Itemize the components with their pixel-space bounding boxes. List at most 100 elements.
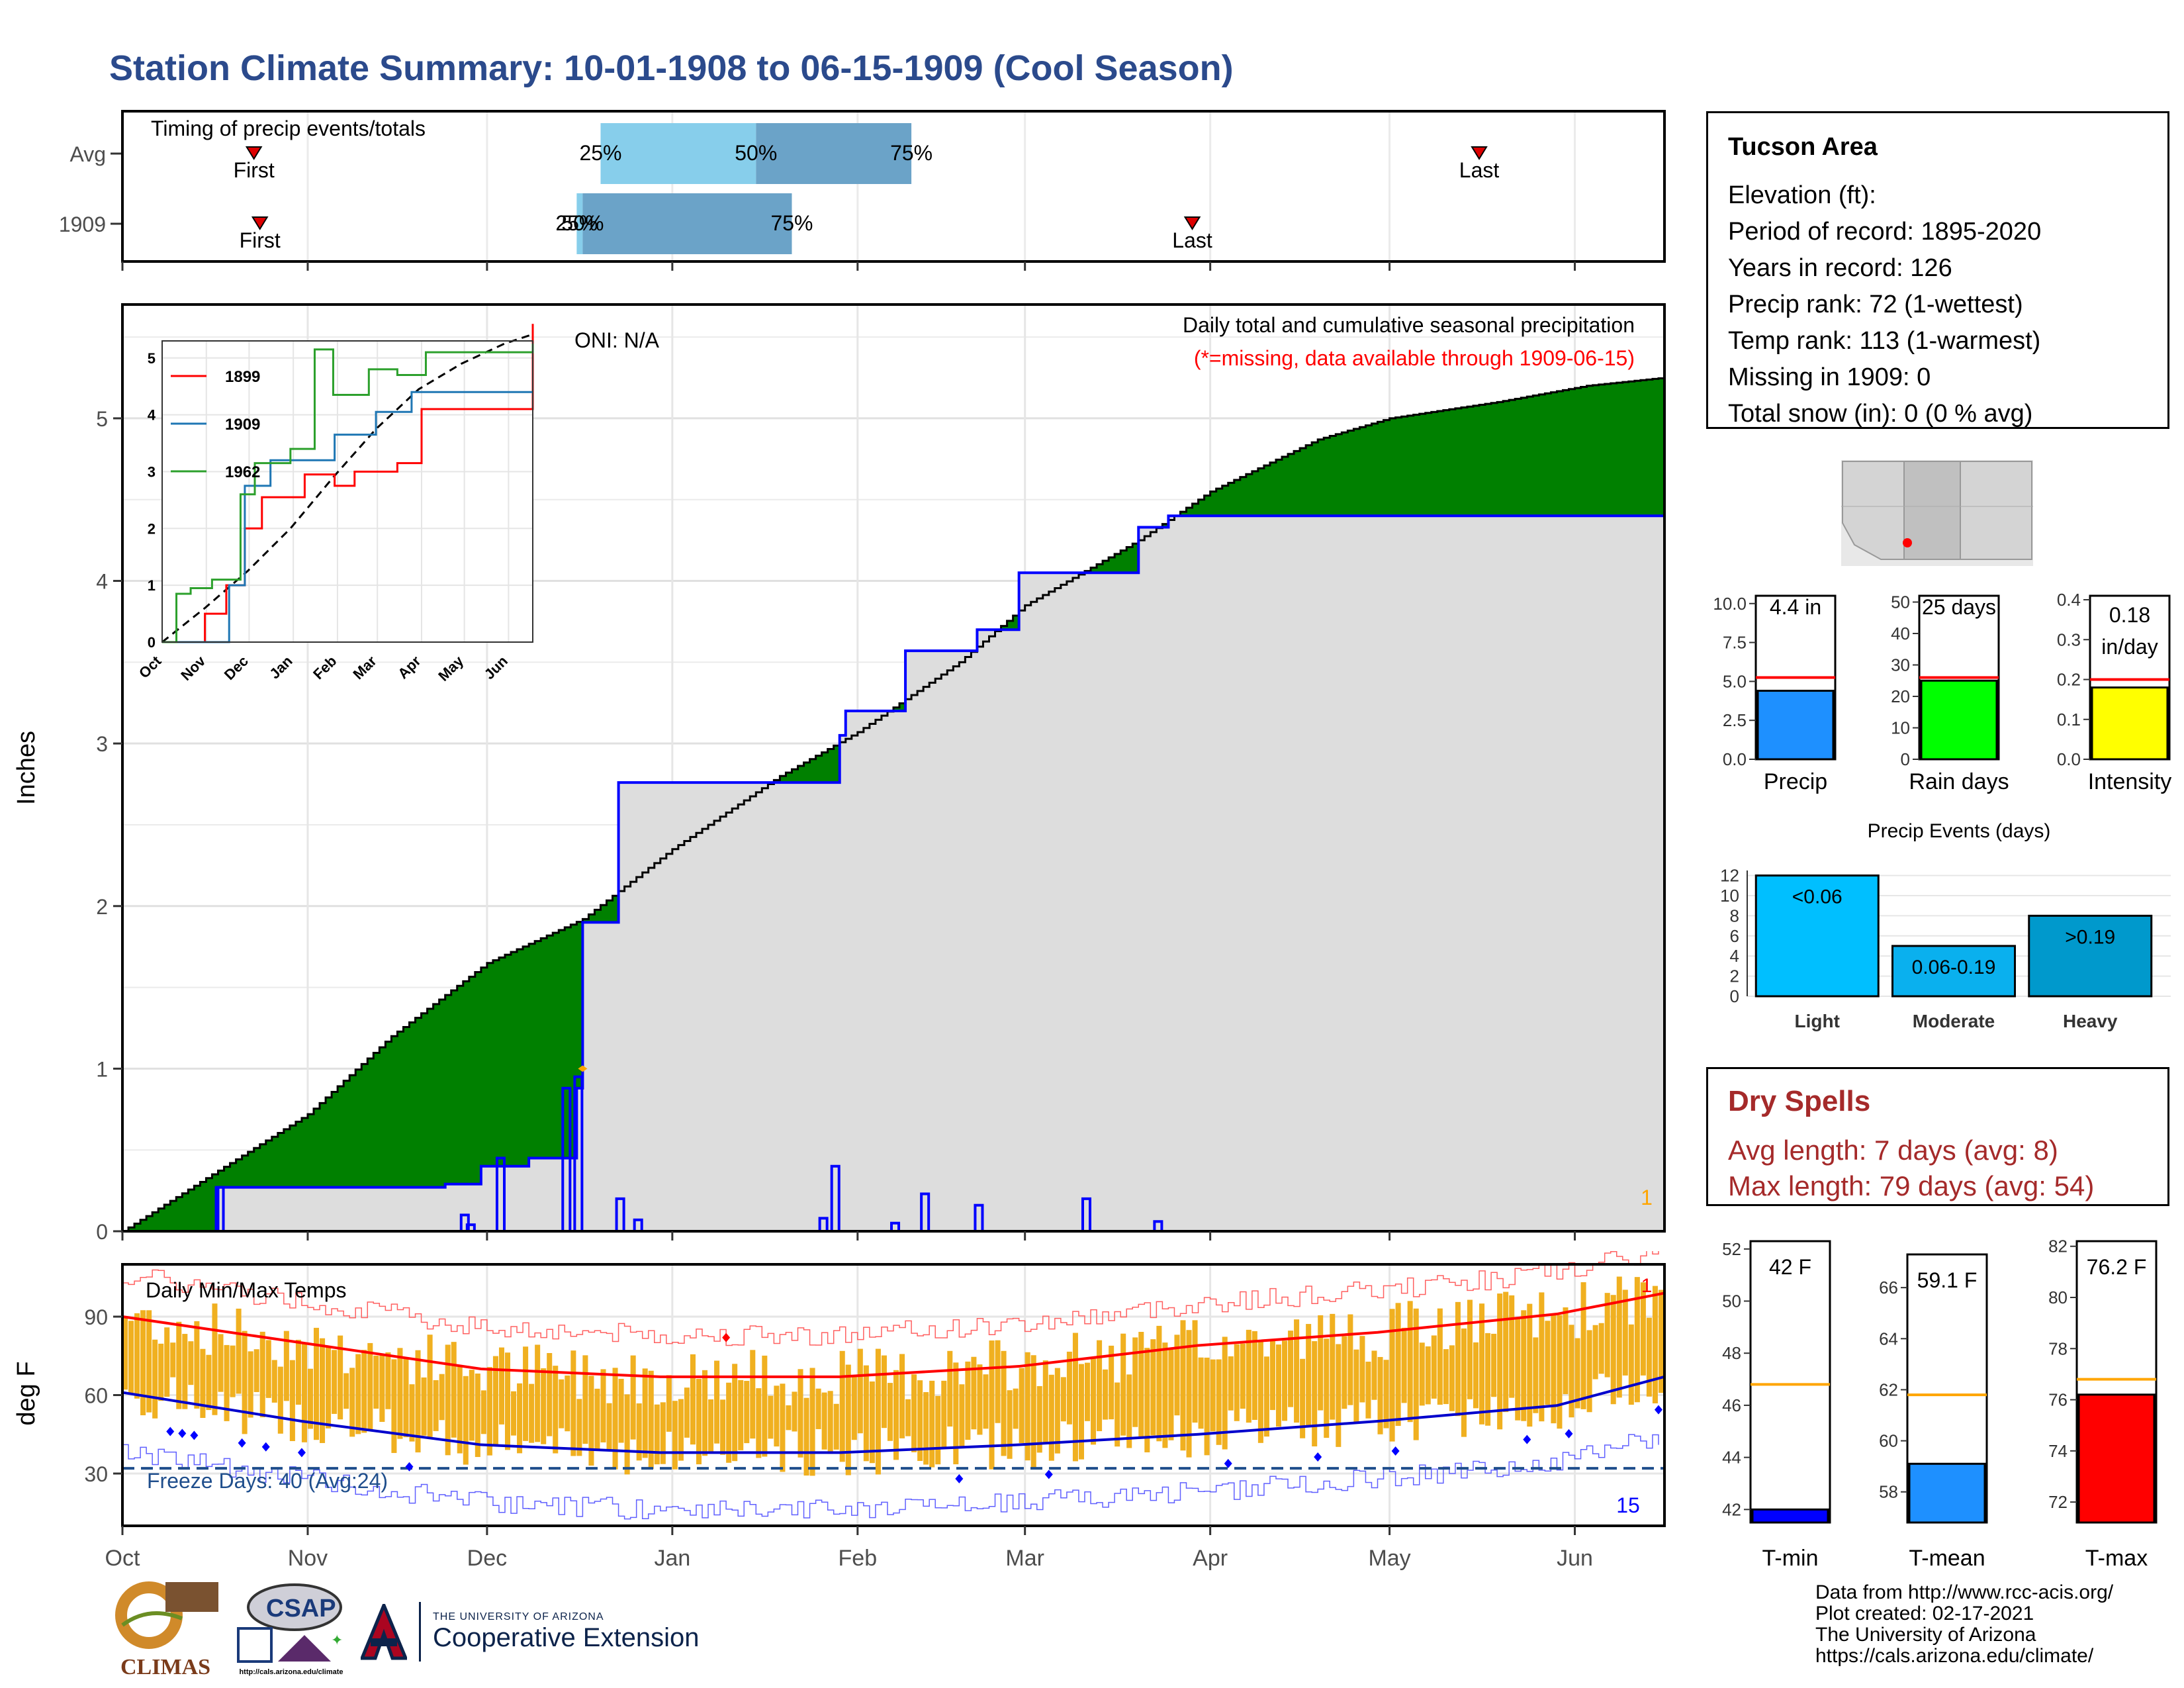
tbar-value-label: 76.2 F — [2087, 1255, 2147, 1279]
daily-temp-bar — [486, 1367, 492, 1456]
inset-y-tick-label: 3 — [148, 463, 156, 480]
daily-temp-bar — [547, 1353, 553, 1436]
tbar-frame — [1749, 1240, 1831, 1524]
mini-value-unit: in/day — [2101, 635, 2158, 659]
daily-temp-bar — [1359, 1336, 1365, 1403]
y-tick-label: 2 — [96, 895, 108, 919]
daily-temp-bar — [1574, 1338, 1580, 1409]
daily-temp-bar — [212, 1303, 218, 1415]
daily-temp-bar — [355, 1354, 361, 1434]
daily-temp-bar — [1312, 1341, 1318, 1447]
tbar-tick-label: 46 — [1722, 1395, 1741, 1415]
timing-title: Timing of precip events/totals — [151, 117, 426, 140]
daily-temp-bar — [504, 1352, 511, 1450]
daily-temp-bar — [576, 1399, 582, 1456]
observed-cumulative-line — [122, 514, 1664, 1233]
daily-temp-bar — [1109, 1345, 1115, 1420]
daily-temp-bar — [762, 1355, 768, 1457]
daily-temp-bar — [1013, 1388, 1019, 1429]
daily-temp-bar — [1622, 1289, 1628, 1376]
record-low-marker — [1224, 1458, 1232, 1468]
q2-bar — [582, 193, 792, 254]
daily-temp-bar — [236, 1308, 242, 1394]
daily-temp-bar — [905, 1399, 911, 1436]
record-low-marker — [297, 1448, 306, 1458]
daily-temp-bar — [714, 1360, 720, 1444]
oni-label: ONI: N/A — [574, 328, 660, 352]
mini-chart-label: Precip — [1764, 769, 1827, 794]
daily-temp-bar — [146, 1310, 152, 1413]
tbar-bar — [1908, 1462, 1986, 1524]
daily-temp-bar — [1371, 1350, 1377, 1400]
inset-series-line — [162, 344, 534, 643]
tbar-tick-label: 58 — [1879, 1482, 1898, 1502]
station-info-box: Tucson Area Elevation (ft): Period of re… — [1706, 111, 2169, 429]
daily-temp-bar — [1048, 1374, 1054, 1461]
tbar-tick-label: 42 — [1722, 1499, 1741, 1519]
event-bar — [1754, 874, 1880, 998]
info-line: Missing in 1909: 0 — [1728, 363, 1931, 391]
daily-temp-bar — [409, 1384, 415, 1442]
daily-temp-bar — [1054, 1368, 1060, 1454]
event-bar-label: <0.06 — [1792, 886, 1843, 908]
daily-temp-bar — [1455, 1301, 1461, 1417]
daily-temp-bar — [708, 1399, 714, 1453]
daily-temp-bar — [630, 1355, 636, 1440]
daily-temp-bar — [1001, 1350, 1007, 1456]
daily-temp-bar — [206, 1354, 212, 1411]
inset-y-tick-label: 2 — [148, 520, 156, 537]
info-line: Precip rank: 72 (1-wettest) — [1728, 291, 2023, 318]
credit-line: Plot created: 02-17-2021 — [1815, 1603, 2034, 1624]
daily-temp-bar — [1443, 1349, 1449, 1405]
daily-temp-bar — [326, 1347, 332, 1429]
inset-frame — [161, 340, 533, 643]
shared-area — [122, 516, 1664, 1231]
daily-temp-bar — [463, 1376, 469, 1465]
daily-temp-bar — [367, 1342, 373, 1430]
inset-series-line — [162, 324, 534, 643]
daily-temp-bar — [1300, 1358, 1306, 1438]
y-axis-label: Inches — [13, 731, 40, 805]
daily-temp-bar — [803, 1397, 809, 1476]
daily-temp-bar — [439, 1374, 445, 1421]
month-label: Nov — [288, 1546, 328, 1571]
locator-map — [1841, 460, 2033, 566]
daily-temp-bar — [373, 1355, 379, 1409]
climas-name: CLIMAS — [120, 1655, 211, 1679]
daily-temp-bar — [983, 1374, 989, 1429]
mini-tick-label: 30 — [1891, 655, 1910, 675]
event-category-label: Light — [1795, 1011, 1840, 1031]
record-low-marker — [405, 1462, 414, 1472]
mini-tick-label: 0.0 — [1723, 749, 1747, 769]
mini-value-label: 25 days — [1922, 595, 1996, 619]
daily-temp-bar — [1120, 1333, 1126, 1436]
daily-temp-bar — [1616, 1276, 1622, 1398]
daily-temp-bar — [313, 1327, 320, 1440]
daily-temp-bar — [809, 1368, 815, 1476]
event-bar — [1891, 945, 2016, 998]
daily-temp-bar — [1198, 1357, 1204, 1429]
daily-temp-bar — [965, 1361, 971, 1440]
tbar-tick-label: 82 — [2048, 1237, 2068, 1256]
daily-temp-bar — [271, 1360, 277, 1403]
daily-temp-bar — [170, 1342, 176, 1378]
record-low-marker — [178, 1429, 187, 1438]
mini-tick-label: 0.2 — [2057, 670, 2081, 690]
daily-temp-bar — [469, 1370, 475, 1441]
record-low-marker — [1565, 1429, 1573, 1438]
events-tick-label: 2 — [1730, 966, 1739, 986]
daily-temp-bar — [690, 1354, 696, 1445]
daily-temp-bar — [1557, 1315, 1563, 1429]
y-tick-label: 0 — [96, 1220, 108, 1244]
csap-logo-icon: CSAP ✦ — [237, 1583, 343, 1663]
tbar-tick-label: 44 — [1722, 1448, 1741, 1468]
daily-temp-bar — [1072, 1333, 1078, 1462]
info-line: Period of record: 1895-2020 — [1728, 218, 2042, 246]
daily-temp-bar — [379, 1354, 385, 1422]
daily-temp-bar — [391, 1359, 397, 1453]
daily-temp-bar — [1563, 1307, 1569, 1395]
tbar-bar — [1751, 1508, 1829, 1524]
daily-temp-bar — [248, 1351, 253, 1418]
daily-temp-bar — [158, 1343, 164, 1401]
csap-logo: CSAP ✦ http://cals.arizona.edu/climate — [232, 1582, 351, 1681]
